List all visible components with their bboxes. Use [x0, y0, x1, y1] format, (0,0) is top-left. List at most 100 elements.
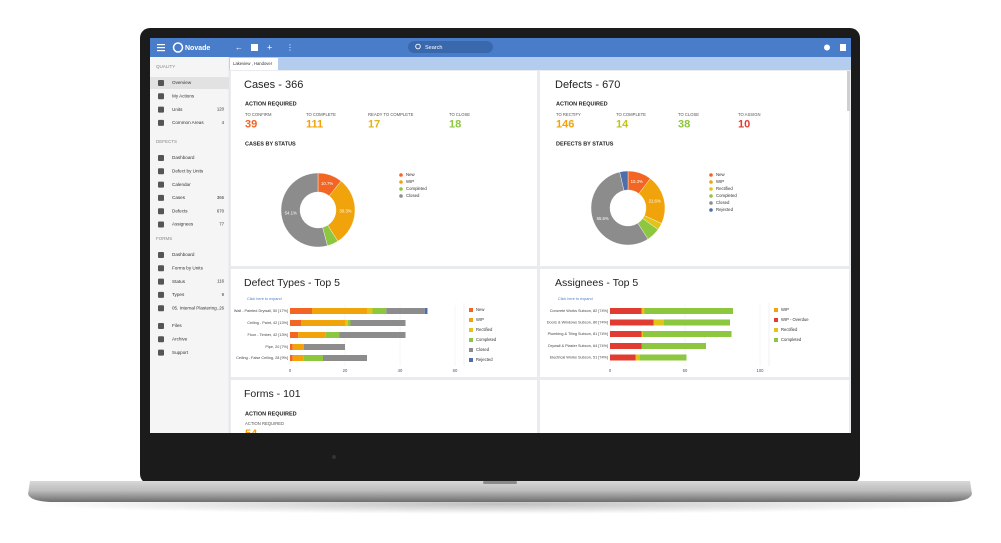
top-bar: [150, 38, 851, 57]
legend-label: Closed: [406, 193, 420, 198]
action-value: 54: [245, 428, 258, 440]
bar-segment: [641, 343, 706, 349]
search-icon: [415, 43, 421, 50]
sidebar-section-title: DEFECTS: [156, 139, 177, 144]
grid-icon[interactable]: [251, 44, 258, 51]
action-title: ACTION REQUIRED: [245, 411, 297, 417]
slice-label: 55.5%: [597, 216, 609, 221]
bar-segment: [367, 308, 373, 314]
legend-label: New: [476, 307, 485, 312]
legend-label: Completed: [406, 186, 427, 191]
bar-segment: [339, 332, 406, 338]
sidebar-icon: [158, 278, 164, 285]
slice-label: 21.6%: [649, 198, 661, 203]
back-icon[interactable]: ←: [235, 43, 243, 52]
tab[interactable]: [230, 58, 278, 70]
card-forms: [231, 380, 537, 433]
sidebar-item[interactable]: Dashboard: [172, 155, 195, 160]
action-value: 146: [556, 118, 574, 130]
sidebar-item[interactable]: Dashboard: [172, 252, 195, 257]
sidebar-item[interactable]: Assignees: [172, 222, 194, 227]
bar-segment: [290, 344, 293, 350]
sidebar-active: [150, 77, 229, 89]
sidebar-count: 9: [222, 292, 225, 297]
x-tick-label: 0: [609, 368, 612, 373]
y-tick-label: Ceiling - False Ceiling, 28 [9%]: [236, 356, 288, 360]
sidebar-icon: [158, 181, 164, 188]
sidebar-item[interactable]: Defects: [172, 208, 188, 213]
legend-swatch: [709, 194, 713, 198]
legend-swatch: [399, 173, 403, 177]
sidebar-section-title: FORMS: [156, 236, 172, 241]
sidebar-item[interactable]: Units: [172, 107, 183, 112]
sidebar-count: 120: [217, 107, 225, 112]
card-title: Defect Types - Top 5: [244, 277, 340, 289]
action-label: TO CLOSE: [678, 112, 699, 117]
sidebar-item[interactable]: Cases: [172, 195, 186, 200]
sidebar-icon: [158, 221, 164, 228]
sidebar-item[interactable]: Defect by Units: [172, 169, 204, 174]
bar-segment: [610, 354, 636, 361]
bar-segment: [290, 308, 312, 314]
bar-segment: [641, 331, 643, 337]
sidebar-item[interactable]: Support: [172, 350, 189, 355]
action-label: READY TO COMPLETE: [368, 112, 414, 117]
y-tick-label: Electrical Works Subcon, 51 [74%]: [550, 356, 608, 360]
expand-link[interactable]: Click here to expand: [247, 297, 282, 301]
bar-segment: [347, 320, 351, 326]
bar-segment: [298, 332, 326, 338]
legend-label: Rectified: [476, 327, 493, 332]
search-placeholder[interactable]: Search: [425, 45, 442, 51]
sidebar-item[interactable]: My Actions: [172, 94, 195, 99]
legend-label: Completed: [781, 337, 802, 342]
sidebar-count: 116: [217, 279, 224, 284]
legend-swatch: [469, 338, 473, 342]
sidebar-count: 670: [217, 208, 225, 213]
sidebar-icon: [158, 349, 164, 356]
sidebar-item[interactable]: Files: [172, 323, 182, 328]
search-box[interactable]: [408, 41, 493, 53]
legend-swatch: [469, 328, 473, 332]
sidebar-item[interactable]: Types: [172, 292, 185, 297]
x-tick-label: 60: [453, 368, 458, 373]
sidebar-item[interactable]: Common Areas: [172, 120, 204, 125]
legend-label: Rectified: [781, 327, 798, 332]
bar-segment: [350, 320, 406, 326]
sidebar-item[interactable]: Calendar: [172, 182, 191, 187]
user-icon[interactable]: [840, 44, 846, 51]
y-tick-label: Ceiling - Paint, 42 [13%]: [247, 321, 288, 325]
legend-swatch: [399, 180, 403, 184]
brand: Novade: [185, 45, 210, 52]
more-icon[interactable]: ⋮: [286, 43, 294, 52]
sidebar-icon: [158, 106, 164, 113]
card-cases: [231, 71, 537, 266]
donut-slice: [619, 170, 629, 191]
sidebar-item[interactable]: 05. Internal Plastering...: [172, 305, 221, 310]
sidebar-item[interactable]: Overview: [172, 80, 192, 85]
sidebar-item[interactable]: Archive: [172, 337, 188, 342]
legend-swatch: [709, 173, 713, 177]
scrollbar[interactable]: [847, 71, 850, 111]
expand-link[interactable]: Click here to expand: [558, 297, 593, 301]
sidebar-item[interactable]: Status: [172, 279, 186, 284]
legend-swatch: [469, 308, 473, 312]
legend-label: New: [716, 172, 725, 177]
slice-label: 10.3%: [631, 179, 643, 184]
slice-label: 30.3%: [339, 209, 351, 214]
donut-slice: [280, 172, 328, 248]
sidebar-item[interactable]: Forms by Units: [172, 266, 204, 271]
y-tick-label: Doors & Windows Subcon, 80 [74%]: [547, 321, 608, 325]
bar-segment: [292, 344, 304, 350]
sidebar-count: 77: [219, 222, 224, 227]
action-label: TO COMPLETE: [306, 112, 336, 117]
bar-segment: [292, 355, 304, 361]
legend-label: WIP - Overdue: [781, 317, 809, 322]
legend-swatch: [469, 348, 473, 352]
action-label: TO ASSIGN: [738, 112, 761, 117]
bar-segment: [345, 320, 348, 326]
add-icon[interactable]: +: [267, 42, 272, 52]
donut-slice: [590, 171, 649, 246]
settings-icon[interactable]: [824, 44, 830, 51]
legend-swatch: [709, 201, 713, 205]
tab-label[interactable]: Lakeview , Handover: [233, 61, 273, 66]
